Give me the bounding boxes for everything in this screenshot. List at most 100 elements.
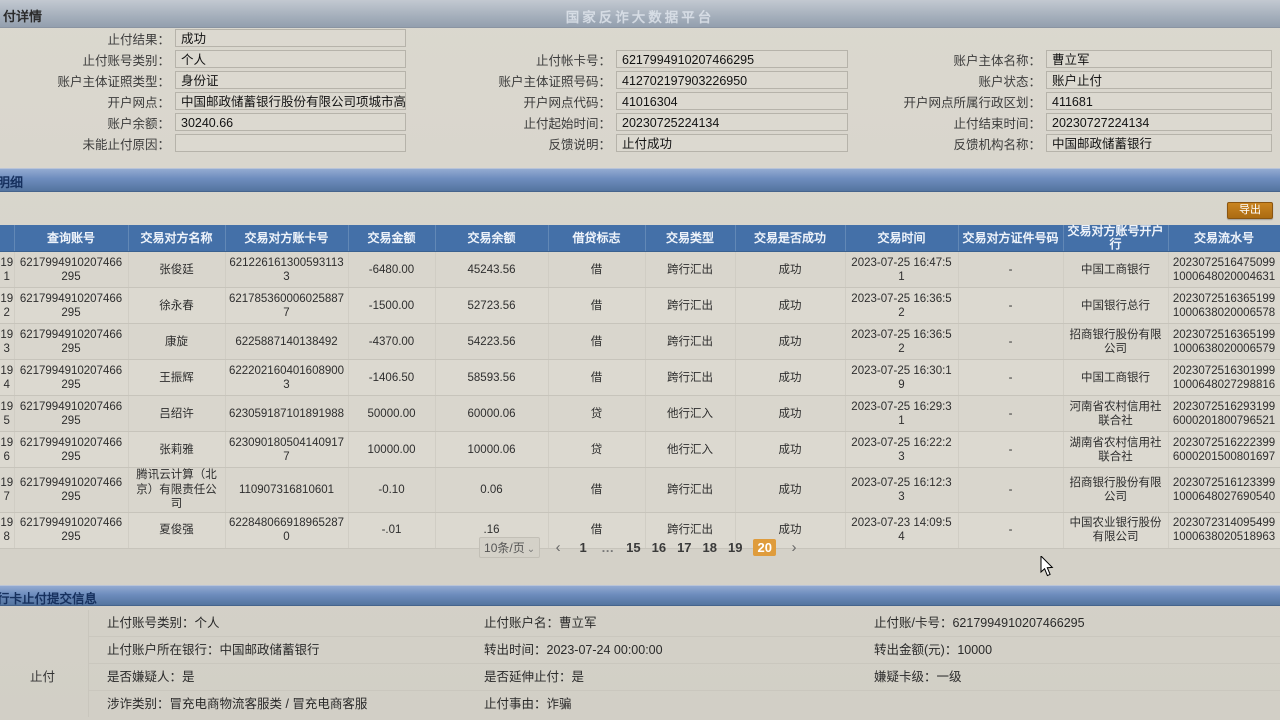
- column-header: [0, 225, 15, 253]
- table-cell: 成功: [735, 395, 846, 433]
- submit-info-field: 转出金额(元)：10000: [874, 643, 993, 657]
- table-cell: -.01: [348, 512, 436, 549]
- page-button[interactable]: 15: [626, 539, 641, 555]
- export-button[interactable]: 导出: [1227, 202, 1273, 219]
- table-cell: 6217994910207466295: [14, 467, 129, 513]
- table-cell: 0.06: [435, 467, 549, 513]
- table-cell: 张莉雅: [128, 431, 226, 469]
- page-button[interactable]: 18: [702, 539, 717, 555]
- table-cell: 借: [548, 251, 646, 289]
- table-row: 193 6217994910207466295 康旋 6225887140138492…: [0, 323, 1280, 361]
- submit-info-field: 嫌疑卡级：一级: [874, 670, 962, 684]
- table-cell: 成功: [735, 251, 846, 289]
- table-cell: 借: [548, 359, 646, 397]
- page-button[interactable]: 16: [651, 539, 667, 555]
- table-cell: 成功: [735, 512, 846, 549]
- table-cell: 王振辉: [128, 359, 226, 397]
- table-cell: -1500.00: [348, 287, 436, 325]
- column-header: 交易流水号: [1168, 225, 1280, 253]
- table-cell: 6222021604016089003: [225, 359, 349, 397]
- column-header: 交易余额: [435, 225, 549, 253]
- submit-info-field: 转出时间：2023-07-24 00:00:00: [484, 643, 663, 657]
- field-label: 止付帐卡号：: [535, 53, 611, 68]
- chevron-down-icon: ⌄: [526, 543, 536, 555]
- window-titlebar: 付详情 国家反诈大数据平台: [0, 0, 1280, 28]
- table-cell: 借: [548, 287, 646, 325]
- table-cell: 191: [0, 251, 15, 289]
- table-cell: -: [958, 512, 1064, 549]
- page-size-select[interactable]: 10条/页 ⌄: [479, 536, 541, 558]
- table-cell: 20230725164750991000648020004631: [1168, 251, 1280, 289]
- table-cell: -: [958, 323, 1064, 361]
- table-cell: 2023-07-25 16:36:52: [845, 323, 959, 361]
- table-cell: 196: [0, 431, 15, 469]
- field-value: 中国邮政储蓄银行: [1046, 134, 1272, 152]
- table-row: 195 6217994910207466295 吕绍许 623059187101891…: [0, 395, 1280, 433]
- table-cell: 20230725162223996000201500801697: [1168, 431, 1280, 469]
- field-label: 开户网点：: [107, 95, 170, 110]
- table-cell: 192: [0, 287, 15, 325]
- page-button[interactable]: 19: [728, 539, 743, 555]
- active-page-button[interactable]: 20: [753, 538, 776, 556]
- table-row: 192 6217994910207466295 徐永春 621785360006025…: [0, 287, 1280, 325]
- table-cell: 借: [548, 467, 646, 513]
- table-cell: -0.10: [348, 467, 436, 513]
- form-field-row: 反馈说明： 止付成功: [438, 134, 848, 152]
- field-label: 止付账号类别：: [82, 53, 170, 68]
- field-value: 成功: [175, 29, 406, 47]
- field-value: 41016304: [616, 92, 848, 110]
- table-cell: -: [958, 251, 1064, 289]
- submit-info-field: [874, 691, 1280, 717]
- column-header: 交易对方账号开户行: [1063, 224, 1169, 253]
- table-cell: 2023-07-25 16:36:52: [845, 287, 959, 325]
- table-cell: 20230725162931996000201800796521: [1168, 395, 1280, 433]
- table-cell: -: [958, 287, 1064, 325]
- submit-info-row: 止付账号类别：个人 止付账户名：曹立军 止付账/卡号：621799491020746…: [89, 610, 1280, 637]
- table-cell: 贷: [548, 395, 646, 433]
- table-cell: 54223.56: [435, 323, 549, 361]
- table-cell: 跨行汇出: [645, 512, 736, 549]
- table-cell: -4370.00: [348, 323, 436, 361]
- table-cell: 197: [0, 467, 15, 513]
- table-cell: 湖南省农村信用社联合社: [1063, 431, 1169, 469]
- transactions-table: 查询账号 交易对方名称 交易对方账卡号 交易金额 交易余额 借贷标志 交易类型 交易是否成功交…: [0, 224, 1280, 549]
- table-cell: 6217994910207466295: [14, 431, 129, 469]
- table-cell: 成功: [735, 359, 846, 397]
- table-cell: 成功: [735, 287, 846, 325]
- table-cell: 2023-07-23 14:09:54: [845, 512, 959, 549]
- table-cell: -6480.00: [348, 251, 436, 289]
- table-cell: 52723.56: [435, 287, 549, 325]
- submit-section-header: 行卡止付提交信息: [0, 585, 1280, 606]
- field-label: 止付结束时间：: [953, 116, 1041, 131]
- table-cell: 20230725163651991000638020006578: [1168, 287, 1280, 325]
- form-field-row: 账户余额： 30240.66: [0, 113, 406, 131]
- page-button[interactable]: 17: [677, 539, 692, 555]
- field-label: 账户主体名称：: [953, 53, 1041, 68]
- column-header: 交易类型: [645, 225, 736, 253]
- table-cell: -: [958, 359, 1064, 397]
- submit-info-row: 是否嫌疑人：是 是否延伸止付：是 嫌疑卡级：一级: [89, 664, 1280, 691]
- column-header: 交易是否成功: [735, 225, 846, 253]
- table-cell: 194: [0, 359, 15, 397]
- table-cell: 193: [0, 323, 15, 361]
- table-cell: 夏俊强: [128, 512, 226, 549]
- prev-page-icon[interactable]: ‹: [555, 538, 561, 556]
- table-cell: 他行汇入: [645, 395, 736, 433]
- table-cell: 45243.56: [435, 251, 549, 289]
- form-field-row: 账户主体名称： 曹立军: [868, 50, 1272, 68]
- submit-info-field: 涉诈类别：冒充电商物流客服类 / 冒充电商客服: [107, 697, 368, 711]
- table-cell: 6217994910207466295: [14, 251, 129, 289]
- field-value: 6217994910207466295: [616, 50, 848, 68]
- group-label: 止付: [30, 670, 56, 684]
- table-cell: 借: [548, 323, 646, 361]
- table-cell: 6225887140138492: [225, 323, 349, 361]
- table-cell: 6217994910207466295: [14, 323, 129, 361]
- submit-section-title: 行卡止付提交信息: [0, 592, 98, 606]
- field-value: 411681: [1046, 92, 1272, 110]
- next-page-icon[interactable]: ›: [791, 538, 797, 556]
- field-label: 账户余额：: [107, 116, 170, 131]
- form-field-row: 反馈机构名称： 中国邮政储蓄银行: [868, 134, 1272, 152]
- table-row: 197 6217994910207466295 腾讯云计算（北京）有限责任公司 110…: [0, 467, 1280, 513]
- form-field-row: 开户网点： 中国邮政储蓄银行股份有限公司项城市高寺...: [0, 92, 406, 110]
- page-button[interactable]: 1: [579, 539, 587, 555]
